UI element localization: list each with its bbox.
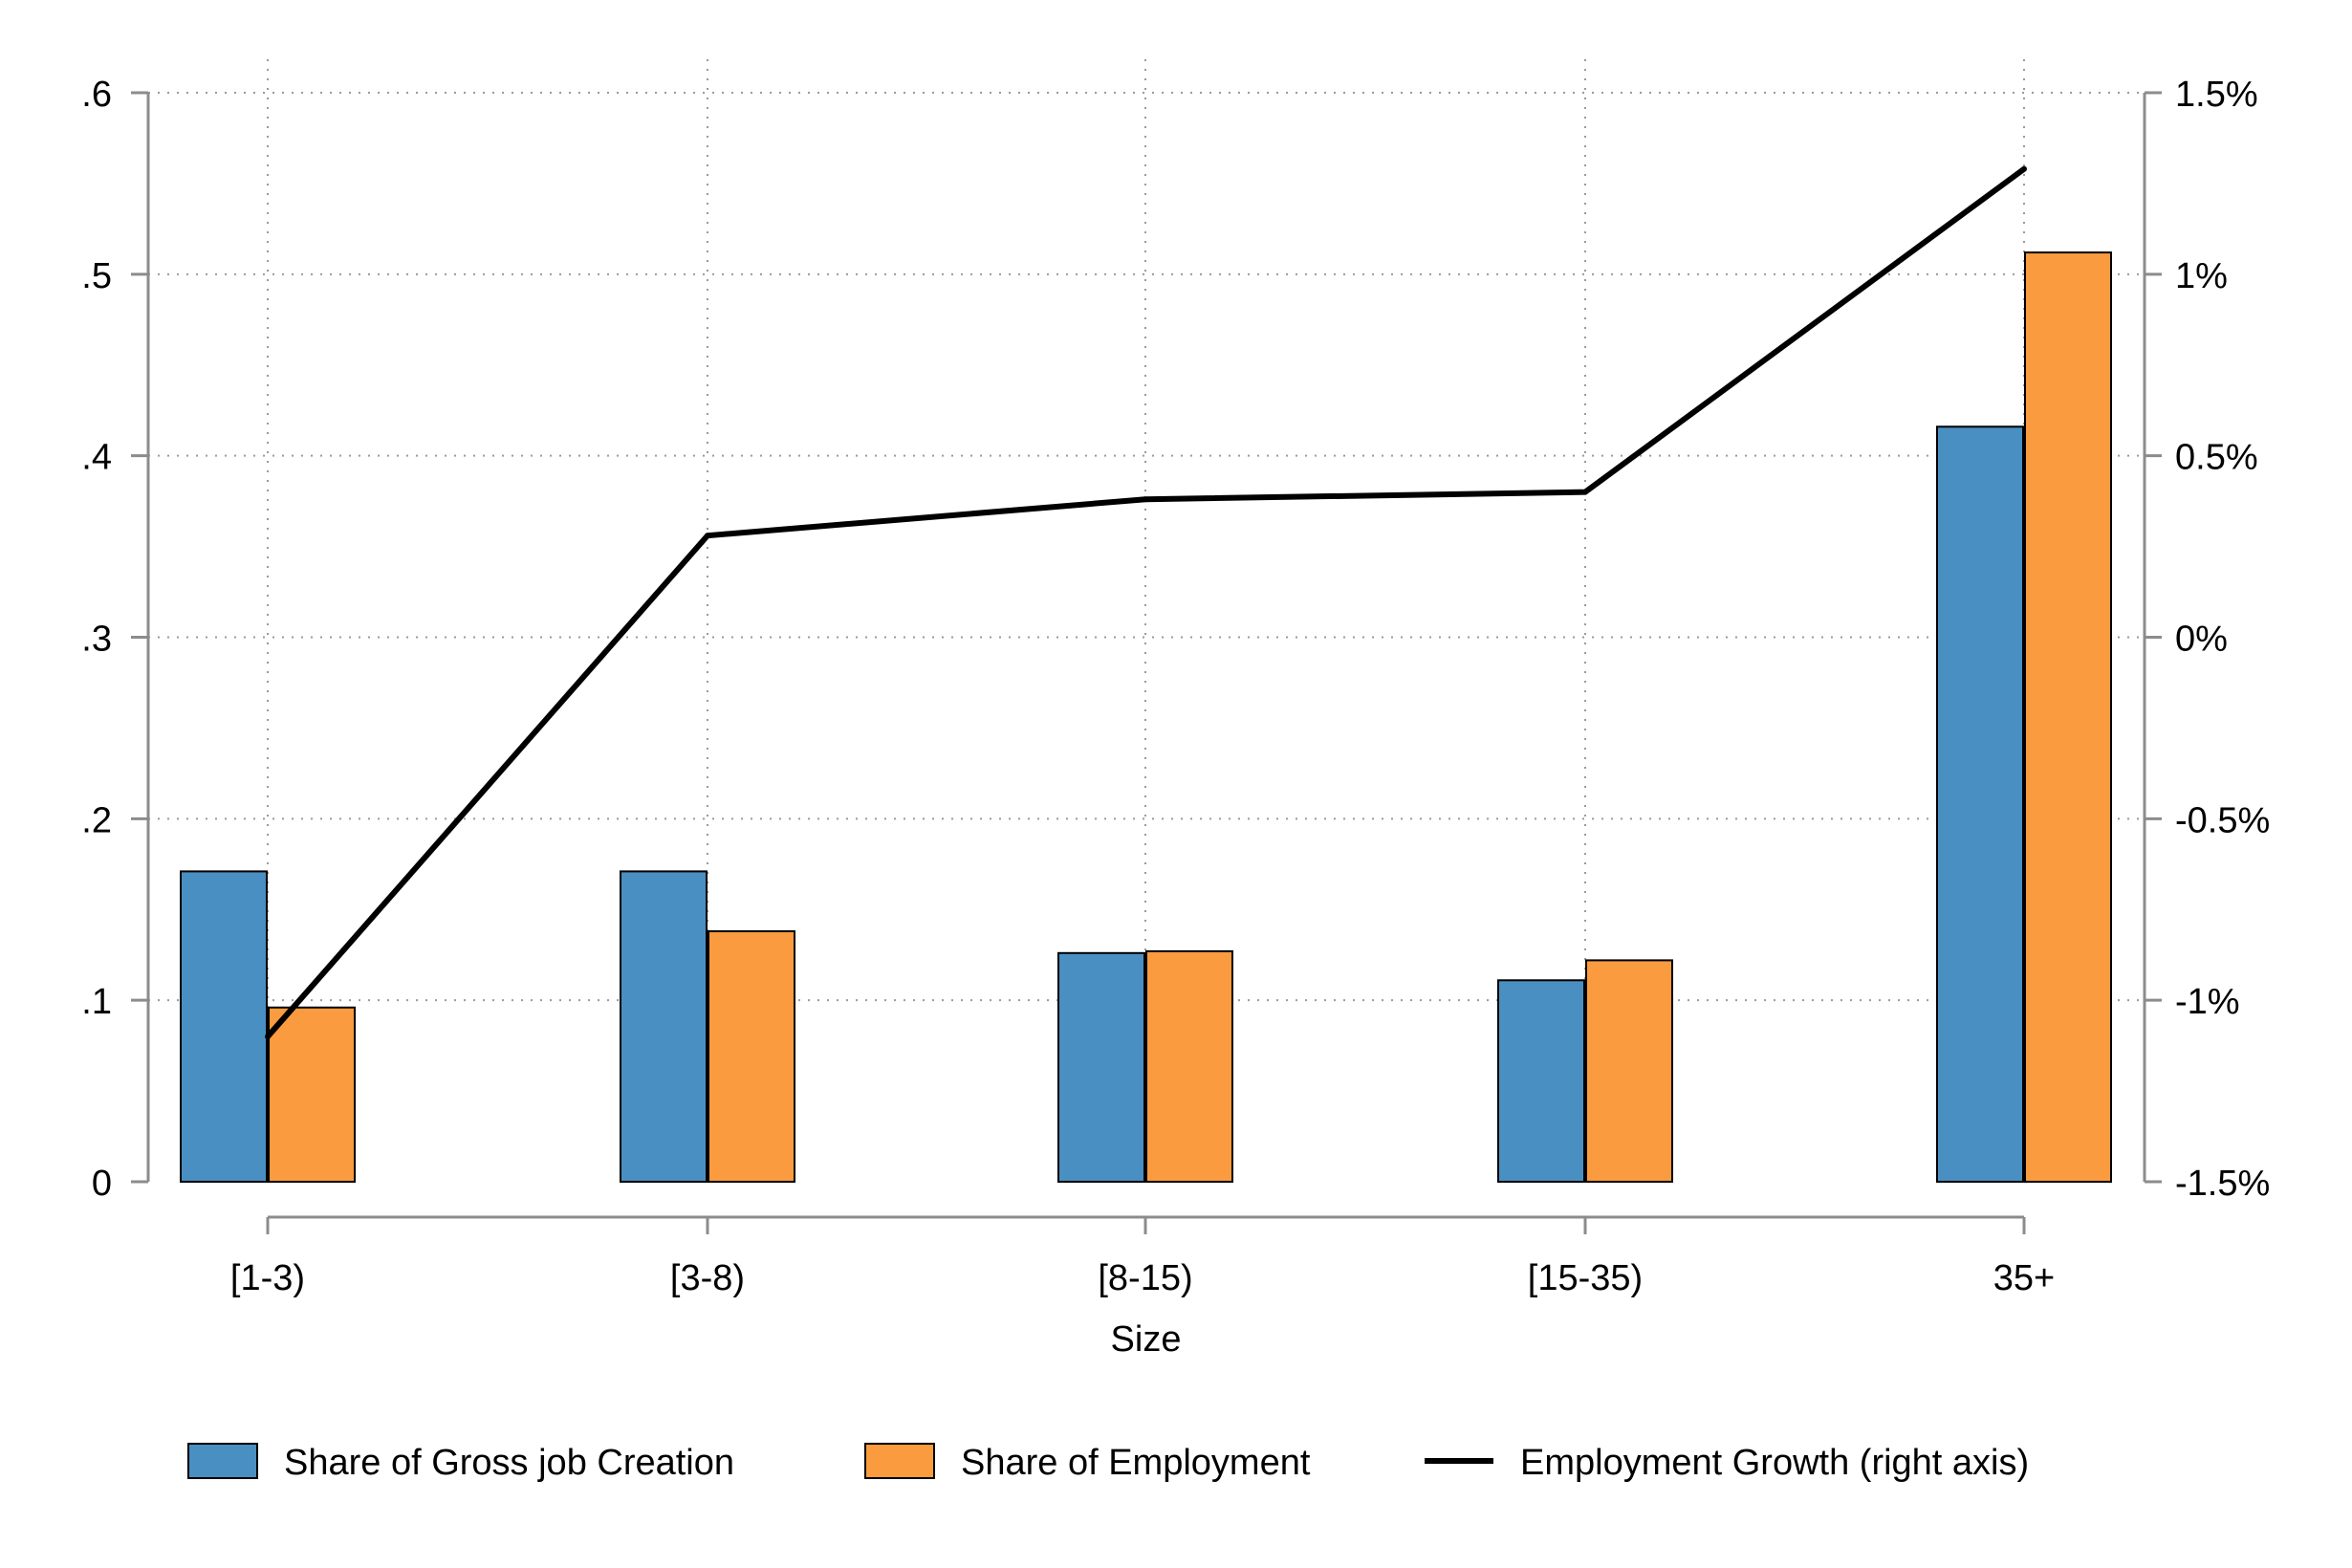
x-tick-label: [3-8) — [670, 1258, 745, 1298]
employment-growth-point — [2021, 165, 2027, 172]
y-tick-label-right: 0% — [2175, 620, 2228, 660]
y-tick-label-right: 1% — [2175, 256, 2228, 296]
x-tick-label: 35+ — [1993, 1258, 2055, 1298]
bar-gross-job-creation — [1936, 425, 2024, 1183]
y-tick-label-right: -1% — [2175, 982, 2240, 1022]
y-tick-label-left: .4 — [81, 438, 112, 478]
y-tick-label-left: 0 — [92, 1164, 112, 1204]
employment-growth-point — [1143, 496, 1148, 503]
bar-employment-share — [1145, 949, 1233, 1184]
y-tick-label-left: .3 — [81, 620, 112, 660]
y-tick-label-right: 0.5% — [2175, 438, 2258, 478]
bar-gross-job-creation — [1057, 951, 1145, 1183]
bar-gross-job-creation — [620, 870, 708, 1183]
x-tick-label: [8-15) — [1098, 1258, 1192, 1298]
axes: 0 .1 .2 .3 .4 .5 .6 -1.5% -1% -0.5% 0% 0.5% 1% 1.5% [1… — [81, 75, 2270, 1298]
x-axis-title: Size — [1111, 1319, 1182, 1360]
bar-employment-share — [1585, 959, 1673, 1183]
legend-swatch — [864, 1443, 935, 1479]
growth-line-layer — [265, 165, 2027, 1040]
bar-employment-share — [2024, 251, 2112, 1183]
x-tick-label: [1-3) — [230, 1258, 305, 1298]
gridlines — [148, 59, 2145, 1182]
y-tick-label-left: .2 — [81, 800, 112, 840]
legend-label: Employment Growth (right axis) — [1520, 1443, 2029, 1483]
employment-growth-point — [1582, 489, 1588, 495]
y-tick-label-left: .1 — [81, 982, 112, 1022]
x-tick-label: [15-35) — [1528, 1258, 1643, 1298]
y-tick-label-right: -0.5% — [2175, 800, 2270, 840]
bar-gross-job-creation — [180, 870, 268, 1183]
legend-label: Share of Gross job Creation — [284, 1443, 734, 1483]
bars — [180, 251, 2112, 1184]
y-tick-label-right: 1.5% — [2175, 75, 2258, 115]
bar-employment-share — [268, 1006, 356, 1184]
y-tick-label-left: .6 — [81, 75, 112, 115]
employment-growth-point — [265, 1034, 271, 1040]
bar-gross-job-creation — [1497, 979, 1585, 1184]
bar-employment-share — [708, 930, 795, 1184]
employment-growth-point — [705, 533, 710, 539]
legend-swatch — [187, 1443, 258, 1479]
legend: Share of Gross job Creation Share of Empl… — [187, 1443, 2029, 1483]
legend-label: Share of Employment — [961, 1443, 1311, 1483]
y-tick-label-right: -1.5% — [2175, 1164, 2270, 1204]
y-tick-label-left: .5 — [81, 256, 112, 296]
